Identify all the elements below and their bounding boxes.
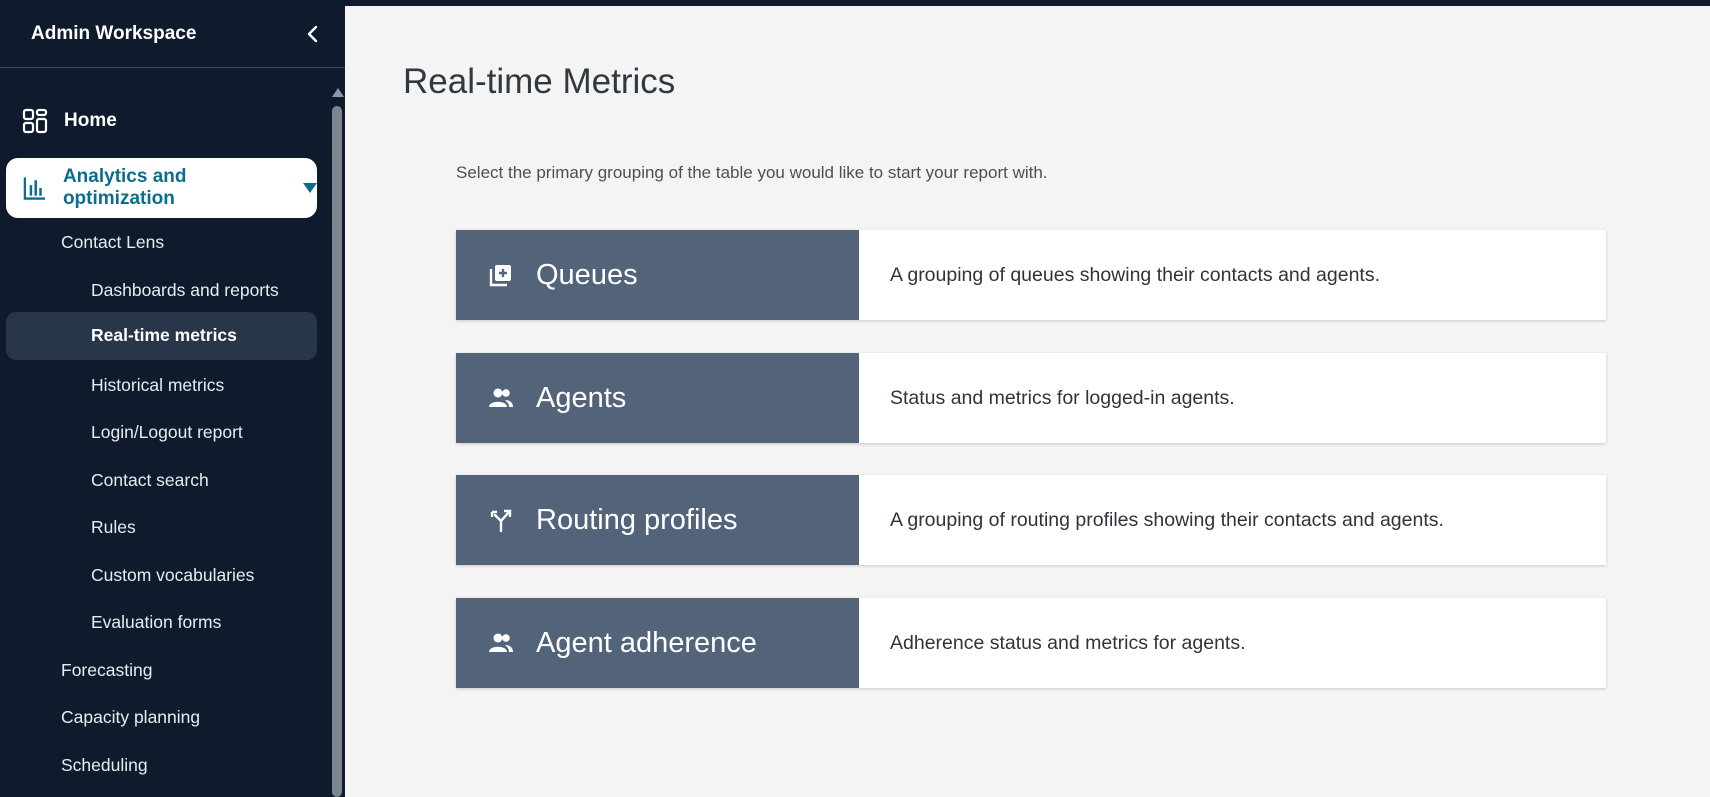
dashboard-grid-icon [22, 108, 48, 134]
sidebar: Admin Workspace Home Analytics and optim… [0, 0, 345, 797]
card-queues[interactable]: Queues A grouping of queues showing thei… [456, 230, 1606, 320]
card-header: Routing profiles [456, 475, 859, 565]
intro-text: Select the primary grouping of the table… [456, 163, 1048, 182]
card-label: Routing profiles [536, 503, 738, 536]
nav-capacity-planning[interactable]: Capacity planning [61, 707, 201, 727]
scrollbar-thumb[interactable] [332, 106, 342, 797]
nav-analytics-and-optimization[interactable]: Analytics and optimization [6, 158, 317, 218]
card-description: Status and metrics for logged-in agents. [890, 386, 1235, 409]
workspace-title: Admin Workspace [31, 22, 197, 44]
card-description: A grouping of queues showing their conta… [890, 263, 1381, 286]
nav-historical-metrics[interactable]: Historical metrics [91, 375, 225, 395]
nav-login-logout-report[interactable]: Login/Logout report [91, 422, 243, 442]
people-icon [489, 633, 513, 652]
nav-contact-search[interactable]: Contact search [91, 470, 209, 490]
sidebar-scrollbar[interactable] [331, 88, 344, 797]
scroll-up-arrow-icon[interactable] [332, 88, 344, 97]
nav-forecasting[interactable]: Forecasting [61, 660, 153, 680]
nav-rules[interactable]: Rules [91, 517, 136, 537]
people-icon [489, 388, 513, 407]
card-agent-adherence[interactable]: Agent adherence Adherence status and met… [456, 598, 1606, 688]
card-agents[interactable]: Agents Status and metrics for logged-in … [456, 353, 1606, 443]
chevron-left-icon [307, 25, 318, 42]
routing-fork-icon [490, 509, 512, 533]
card-routing-profiles[interactable]: Routing profiles A grouping of routing p… [456, 475, 1606, 565]
bar-chart-icon [23, 177, 46, 200]
nav-custom-vocabularies[interactable]: Custom vocabularies [91, 565, 255, 585]
card-header: Queues [456, 230, 859, 320]
nav-evaluation-forms[interactable]: Evaluation forms [91, 612, 222, 632]
collapse-sidebar-button[interactable] [301, 22, 325, 46]
nav-scheduling[interactable]: Scheduling [61, 755, 148, 775]
card-label: Queues [536, 258, 638, 291]
sidebar-header: Admin Workspace [0, 0, 345, 68]
nav-analytics-label: Analytics and optimization [62, 166, 187, 209]
nav-home-label: Home [64, 110, 117, 131]
card-label: Agent adherence [536, 626, 757, 659]
caret-down-icon [303, 183, 317, 193]
page-title: Real-time Metrics [403, 62, 676, 101]
card-description: Adherence status and metrics for agents. [890, 631, 1246, 654]
nav-contact-lens[interactable]: Contact Lens [61, 232, 165, 252]
nav-dashboards-and-reports[interactable]: Dashboards and reports [91, 280, 279, 300]
top-strip [0, 0, 1710, 6]
queue-add-icon [489, 265, 511, 287]
nav-real-time-metrics[interactable]: Real-time metrics [91, 325, 237, 345]
card-header: Agents [456, 353, 859, 443]
card-description: A grouping of routing profiles showing t… [890, 508, 1444, 531]
nav-real-time-metrics-highlight [6, 312, 317, 360]
nav-home[interactable]: Home [6, 94, 316, 148]
card-header: Agent adherence [456, 598, 859, 688]
card-label: Agents [536, 381, 627, 414]
main-content: Real-time Metrics Select the primary gro… [345, 6, 1710, 797]
